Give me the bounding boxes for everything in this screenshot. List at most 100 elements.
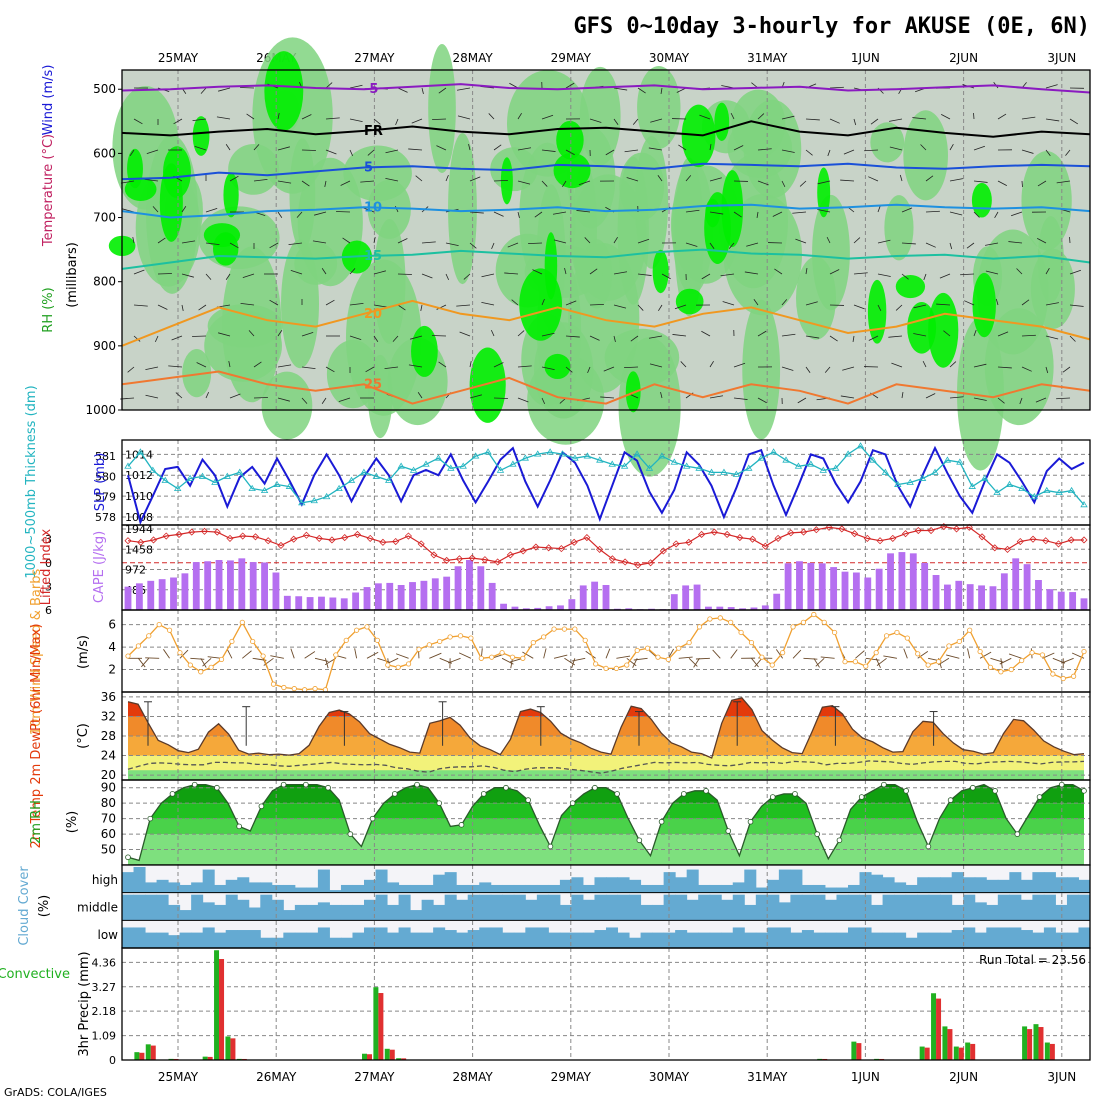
cape-bar [693, 584, 701, 610]
rh-point [125, 854, 131, 861]
cloud-bar [467, 884, 480, 893]
wind-barb [917, 650, 929, 659]
thickness-point [608, 460, 616, 467]
wind-barb [589, 118, 602, 123]
cloud-bar [698, 894, 711, 921]
precip-convective-bar [1049, 1043, 1055, 1060]
wind-point [613, 665, 619, 672]
wind-barb [269, 242, 279, 249]
wind-barb [263, 657, 274, 666]
wind-point [811, 611, 817, 618]
lifted-point [825, 523, 833, 531]
wind-barb [1069, 304, 1084, 307]
wind-barb [1045, 366, 1049, 374]
lifted-point [634, 561, 642, 569]
wind-barb [685, 175, 692, 182]
wind-point [146, 633, 152, 639]
cape-bar [283, 595, 291, 610]
left-label: 2m RH [29, 800, 44, 844]
cloud-bar [340, 937, 353, 948]
cloud-bar [536, 894, 549, 921]
cape-bar [1046, 589, 1054, 610]
wind-barb [392, 335, 399, 342]
wind-barb [173, 118, 183, 125]
y-tick-label: 80 [101, 796, 116, 810]
wind-barb [781, 115, 795, 120]
wind-barb [967, 648, 971, 659]
wind-barb [127, 366, 135, 373]
thickness-point [459, 462, 467, 469]
wind-barb [1021, 149, 1034, 154]
wind-barb [411, 118, 423, 124]
cape-bar [261, 562, 268, 610]
wind-barb [340, 180, 351, 186]
wind-barb [181, 206, 187, 213]
cape-bar [534, 607, 542, 610]
cloud-bar [617, 894, 630, 921]
wind-barb [923, 273, 927, 281]
lifted-point [175, 530, 183, 539]
slp-tick-label: 1014 [125, 448, 153, 461]
cape-bar [227, 560, 234, 610]
wind-barb [792, 211, 807, 214]
precip-convective-bar [856, 1043, 862, 1060]
cloud-bar [617, 877, 630, 893]
thickness-point [596, 456, 604, 463]
wind-barb [973, 211, 980, 218]
wind-barb [994, 211, 999, 219]
cloud-bar [1043, 894, 1056, 921]
precip-convective-bar [150, 1045, 156, 1060]
slp-tick-label: 1010 [125, 490, 153, 503]
cloud-bar [156, 894, 169, 921]
cloud-bar [214, 884, 227, 893]
wind-barb [384, 366, 399, 370]
rh-point [547, 843, 554, 850]
wind-barb [205, 391, 210, 399]
lifted-point [315, 534, 323, 542]
wind-barb [877, 273, 891, 277]
thickness-tick-label: 580 [95, 470, 116, 483]
lifted-point [366, 534, 374, 542]
lifted-point [353, 530, 362, 539]
rh-patch-moist [553, 152, 591, 189]
cloud-bar [640, 884, 653, 893]
thickness-point [583, 452, 592, 459]
wind-point [166, 627, 173, 633]
wind-barb [840, 395, 855, 399]
rh-patch-moist [867, 279, 887, 344]
rh-point [1036, 794, 1043, 800]
wind-barb [829, 269, 840, 275]
wind-barb [448, 657, 461, 664]
wind-barb [624, 366, 639, 369]
side-label: RH (%) [41, 287, 56, 332]
cloud-bar [928, 894, 941, 921]
cloud-bar [1009, 872, 1022, 893]
cloud-bar [294, 932, 307, 948]
slp-tick-label: 1012 [125, 469, 153, 482]
cloud-bar [375, 894, 388, 921]
y-tick-label: 50 [101, 843, 116, 857]
rh-patch-moist [895, 274, 926, 299]
wind-point [385, 662, 391, 668]
wind-barb [820, 656, 835, 659]
wind-point [281, 684, 287, 691]
wind-barb [365, 366, 375, 373]
precip-convective-bar [958, 1047, 964, 1060]
y-tick-label: 6 [108, 618, 116, 632]
wind-barb [757, 397, 767, 404]
wind-barb [190, 657, 205, 660]
wind-point [198, 669, 204, 675]
wind-barb [445, 174, 449, 182]
rh-patch [742, 299, 781, 440]
wind-barb [157, 273, 172, 275]
cape-bar [215, 560, 223, 610]
thickness-point [633, 450, 641, 457]
contour-line [121, 299, 1091, 347]
wind-barb [613, 271, 628, 275]
wind-barb [865, 657, 880, 661]
wind-barb [605, 648, 611, 659]
cloud-bar [410, 932, 423, 948]
cloud-bar [237, 930, 250, 948]
